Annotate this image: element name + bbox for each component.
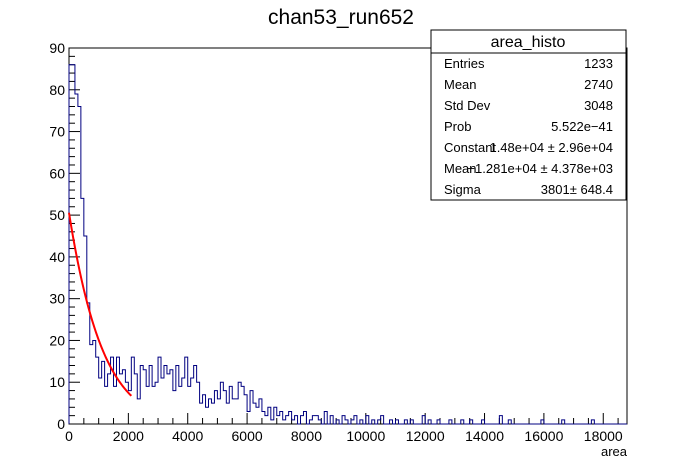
histogram-bin	[90, 345, 93, 424]
x-tick-label: 4000	[172, 428, 203, 444]
y-tick-label: 70	[49, 124, 65, 140]
y-tick-label: 80	[49, 82, 65, 98]
y-tick-label: 50	[49, 207, 65, 223]
y-tick-label: 60	[49, 165, 65, 181]
fit-curve	[68, 212, 133, 397]
stats-label: Sigma	[444, 182, 482, 197]
stats-box-title: area_histo	[491, 34, 566, 51]
histogram-bin	[211, 403, 214, 424]
histogram-bin	[235, 399, 238, 424]
histogram-bin	[265, 416, 268, 424]
histogram-bin	[155, 382, 158, 424]
y-tick-label: 40	[49, 249, 65, 265]
y-tick-label: 90	[49, 40, 65, 56]
histogram-series	[68, 64, 627, 425]
y-tick-label: 20	[49, 332, 65, 348]
stats-value: 5.522e−41	[551, 119, 613, 134]
stats-value: 3048	[584, 98, 613, 113]
histogram-bin	[271, 420, 274, 424]
histogram-bin	[256, 407, 259, 424]
x-tick-label: 18000	[584, 428, 623, 444]
stats-label: Std Dev	[444, 98, 491, 113]
stats-value: 1233	[584, 56, 613, 71]
histogram-bin	[99, 378, 102, 424]
stats-rows: Entries 1233 Mean 2740 Std Dev 3048 Prob 5.522e…	[444, 56, 613, 197]
x-axis-label: area	[601, 444, 628, 459]
stats-label: Prob	[444, 119, 471, 134]
y-tick-label: 30	[49, 291, 65, 307]
stats-label: Mean	[444, 161, 477, 176]
x-tick-label: 8000	[291, 428, 322, 444]
stats-label: Constant	[444, 140, 496, 155]
stats-label: Mean	[444, 77, 477, 92]
y-axis: 0 10 20 30 40 50 60 70 80 90	[49, 40, 80, 432]
stats-value: −1.281e+04 ± 4.378e+03	[467, 161, 613, 176]
stats-box: area_histo Entries 1233 Mean 2740 Std Dev 304…	[430, 29, 627, 201]
histogram-bin	[167, 374, 170, 424]
x-tick-label: 12000	[406, 428, 445, 444]
x-axis: 0 2000 4000 6000 8000 10000 12000 14000 16000 180…	[65, 413, 623, 444]
stats-value: 1.48e+04 ± 2.96e+04	[489, 140, 613, 155]
stats-label: Entries	[444, 56, 485, 71]
chart-title: chan53_run652	[268, 6, 414, 29]
histogram-bin	[146, 386, 149, 424]
histogram-bin	[179, 386, 182, 424]
x-tick-label: 16000	[524, 428, 563, 444]
histogram-bin	[152, 386, 155, 424]
stats-box-frame	[430, 29, 627, 201]
x-tick-label: 2000	[113, 428, 144, 444]
x-tick-label: 14000	[465, 428, 504, 444]
histogram-bin	[283, 420, 286, 424]
stats-value: 2740	[584, 77, 613, 92]
histogram-bin	[137, 399, 140, 424]
stats-value: 3801± 648.4	[541, 182, 613, 197]
y-tick-label: 10	[49, 374, 65, 390]
histogram-bin	[206, 407, 209, 424]
x-tick-label: 10000	[346, 428, 385, 444]
x-tick-label: 6000	[232, 428, 263, 444]
y-tick-label: 0	[57, 416, 65, 432]
histogram-bin	[226, 403, 229, 424]
x-tick-label: 0	[65, 428, 73, 444]
histogram-bin	[105, 386, 108, 424]
histogram-bin	[161, 378, 164, 424]
